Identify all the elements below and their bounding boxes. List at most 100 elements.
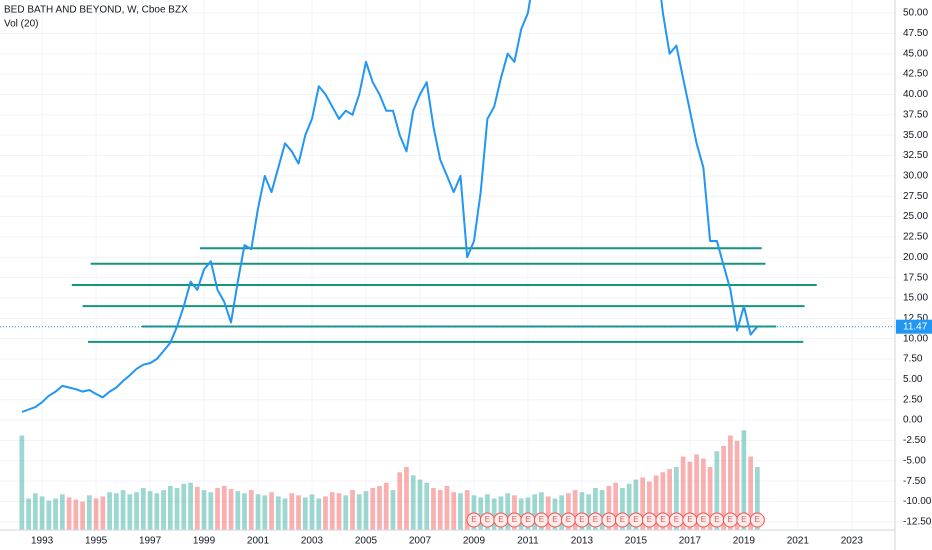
earnings-label: E: [620, 515, 625, 524]
y-tick-label: 20.00: [903, 252, 928, 263]
volume-bar: [620, 488, 625, 530]
earnings-label: E: [728, 515, 733, 524]
volume-bar: [734, 440, 740, 530]
x-tick-label: 2019: [733, 536, 756, 547]
earnings-marker: E: [628, 512, 644, 528]
volume-bar: [613, 482, 619, 530]
volume-bar: [404, 467, 409, 530]
earnings-marker: E: [601, 512, 617, 528]
earnings-marker: E: [547, 512, 563, 528]
earnings-marker: E: [695, 512, 711, 528]
volume-bar: [485, 494, 490, 530]
price-line: [21, 0, 759, 413]
y-tick-label: 42.50: [903, 69, 928, 80]
y-tick-label: 10.00: [903, 333, 928, 344]
earnings-marker: E: [722, 512, 738, 528]
axes: -12.50 -10.00 -7.50 -5.00 -2.50 0.00 2.50 5.00 7…: [31, 8, 932, 547]
earnings-label: E: [606, 515, 611, 524]
y-tick-label: 40.00: [903, 89, 928, 100]
earnings-label: E: [701, 515, 706, 524]
volume-bar: [215, 488, 220, 530]
y-tick-label: 12.50: [903, 313, 928, 324]
earnings-label: E: [525, 515, 530, 524]
x-tick-label: 2011: [517, 536, 539, 547]
volume-bar: [674, 467, 679, 530]
volume-bar: [410, 475, 416, 530]
volume-bar: [26, 498, 31, 530]
volume-bar: [140, 488, 146, 530]
volume-bar: [370, 488, 376, 530]
earnings-label: E: [755, 515, 760, 524]
x-tick-label: 2023: [841, 536, 864, 547]
earnings-marker: E: [682, 512, 698, 528]
x-tick-label: 2001: [247, 536, 270, 547]
volume-bar: [39, 496, 45, 530]
volume-bar: [727, 435, 733, 530]
volume-bar: [181, 483, 187, 530]
volume-bar: [46, 500, 52, 530]
volume-bar: [356, 494, 362, 530]
earnings-label: E: [714, 515, 719, 524]
volume-bar: [59, 494, 65, 530]
volume-bar: [633, 479, 639, 530]
volume-bar: [66, 497, 72, 530]
y-tick-label: -2.50: [903, 435, 926, 446]
volume-bar: [741, 430, 747, 530]
volume-bar: [660, 472, 666, 530]
y-tick-label: 0.00: [903, 415, 923, 426]
earnings-marker: E: [749, 512, 765, 528]
volume-bar: [707, 467, 713, 530]
x-tick-label: 2021: [787, 536, 810, 547]
earnings-label: E: [687, 515, 692, 524]
volume-bar: [532, 494, 538, 530]
earnings-marker: E: [533, 512, 549, 528]
volume-label: Vol (20): [4, 19, 38, 30]
volume-bar: [154, 493, 160, 530]
x-tick-label: 2013: [571, 536, 594, 547]
earnings-label: E: [552, 515, 557, 524]
volume-bar: [518, 498, 524, 530]
volume-bar: [93, 498, 99, 530]
volume-bar: [431, 488, 436, 530]
x-tick-label: 2015: [625, 536, 648, 547]
volume-bar: [566, 493, 571, 530]
earnings-label: E: [633, 515, 638, 524]
earnings-marker: E: [709, 512, 725, 528]
grid: [0, 0, 895, 530]
volume-bar: [19, 435, 25, 530]
volume-bar: [134, 492, 139, 530]
volume-bar: [100, 496, 106, 530]
y-tick-label: 35.00: [903, 130, 928, 141]
earnings-label: E: [539, 515, 544, 524]
y-tick-label: 7.50: [903, 354, 923, 365]
volume-bar: [336, 493, 342, 530]
volume-bar: [572, 490, 578, 530]
volume-bar: [107, 492, 112, 530]
volume-bar: [309, 494, 315, 530]
volume-bar: [242, 493, 247, 530]
volume-bar: [714, 451, 720, 530]
last-price-box: [896, 319, 932, 334]
x-tick-label: 2017: [679, 536, 702, 547]
volume-bar: [194, 486, 200, 530]
volume-bar: [451, 492, 457, 530]
earnings-label: E: [660, 515, 665, 524]
last-price-label: 11.47: [903, 321, 928, 332]
earnings-marker: E: [641, 512, 657, 528]
y-tick-label: 37.50: [903, 109, 928, 120]
volume-bar: [505, 493, 511, 530]
earnings-marker: E: [520, 512, 536, 528]
y-tick-label: 15.00: [903, 293, 928, 304]
y-tick-label: 45.00: [903, 48, 928, 59]
y-tick-label: 25.00: [903, 211, 928, 222]
earnings-label: E: [579, 515, 584, 524]
volume-bar: [350, 490, 355, 530]
volume-bar: [458, 493, 463, 530]
volume-bar: [539, 492, 544, 530]
volume-bar: [174, 488, 180, 530]
chart-title: BED BATH AND BEYOND, W, Cboe BZX: [4, 5, 188, 16]
y-tick-label: -10.00: [903, 496, 932, 507]
volume-bar: [201, 490, 207, 530]
